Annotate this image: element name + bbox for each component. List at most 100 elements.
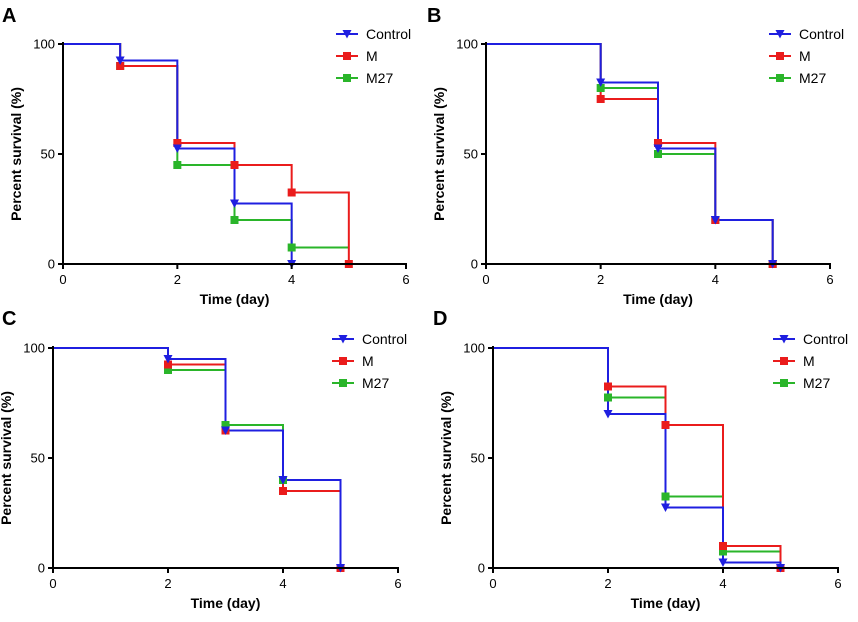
data-point-control	[603, 410, 613, 419]
data-point-control	[596, 78, 606, 87]
y-tick-label: 50	[31, 451, 45, 466]
legend-marker-m27	[780, 379, 788, 387]
data-point-m	[164, 360, 172, 369]
data-point-m	[661, 421, 670, 429]
series-line-m	[53, 347, 342, 568]
data-point-m27	[719, 547, 727, 556]
x-tick-label: 2	[174, 272, 181, 287]
x-tick-label: 4	[279, 576, 286, 591]
legend-label: M	[366, 48, 378, 64]
x-tick-label: 2	[604, 576, 611, 591]
series-line-m27	[493, 347, 782, 568]
legend-item-m: M	[773, 353, 815, 369]
legend-marker-control	[342, 30, 352, 39]
series-line-m27	[63, 43, 349, 249]
y-tick-label: 0	[478, 561, 485, 576]
x-tick-label: 0	[49, 576, 56, 591]
y-tick-label: 100	[463, 341, 485, 356]
y-axis-title: Percent survival (%)	[431, 87, 447, 221]
legend-label: M	[799, 48, 811, 64]
x-axis-title: Time (day)	[631, 595, 701, 611]
x-tick-label: 0	[59, 272, 66, 287]
x-tick-label: 4	[288, 272, 295, 287]
panel-label-a: A	[2, 5, 16, 27]
y-tick-label: 0	[471, 257, 478, 272]
data-point-control	[172, 144, 182, 153]
legend-item-m: M	[769, 48, 811, 64]
series-line-control	[493, 347, 782, 568]
legend: Control M M27	[336, 26, 411, 86]
data-point-m	[287, 188, 296, 197]
data-point-m	[279, 487, 287, 495]
data-point-control	[278, 476, 288, 485]
legend-item-control: Control	[332, 331, 407, 347]
data-point-m27	[661, 492, 670, 501]
data-point-control	[163, 355, 173, 364]
data-point-m27	[221, 421, 230, 429]
y-tick-label: 50	[464, 147, 478, 162]
legend-marker-control	[775, 30, 785, 39]
data-point-control	[653, 144, 663, 153]
legend-label: Control	[362, 331, 407, 347]
series-line-m27	[53, 347, 342, 568]
legend-label: M27	[366, 70, 393, 86]
legend: Control M M27	[769, 26, 844, 86]
data-point-m27	[287, 243, 296, 252]
x-tick-label: 6	[394, 576, 401, 591]
series-line-m	[63, 43, 350, 264]
legend-item-control: Control	[336, 26, 411, 42]
data-point-m27	[604, 393, 612, 402]
data-point-m27	[230, 216, 239, 224]
panel-a: A 0 2 4 6 0 50 100 Time (day) Percent survival (%…	[2, 5, 411, 307]
x-axis-title: Time (day)	[191, 595, 261, 611]
legend-marker-m	[776, 52, 784, 60]
legend-item-m27: M27	[769, 70, 826, 86]
data-point-control	[710, 216, 720, 225]
data-point-control	[115, 56, 125, 65]
x-tick-label: 6	[826, 272, 833, 287]
series-line-control	[486, 43, 774, 264]
data-point-control	[221, 426, 230, 435]
data-point-m27	[164, 366, 172, 374]
x-axis-title: Time (day)	[200, 291, 270, 307]
legend-label: M	[803, 353, 815, 369]
x-tick-label: 0	[489, 576, 496, 591]
legend-item-control: Control	[769, 26, 844, 42]
legend-label: M27	[803, 375, 830, 391]
x-axis-title: Time (day)	[623, 291, 693, 307]
x-tick-label: 6	[402, 272, 409, 287]
legend-label: Control	[799, 26, 844, 42]
legend-marker-control	[338, 335, 348, 344]
data-point-m	[604, 382, 612, 391]
legend-label: Control	[366, 26, 411, 42]
y-axis-title: Percent survival (%)	[8, 87, 24, 221]
y-tick-label: 100	[33, 37, 55, 52]
x-tick-label: 0	[482, 272, 489, 287]
legend-label: M	[362, 353, 374, 369]
data-point-m	[116, 62, 125, 70]
y-tick-label: 100	[23, 341, 45, 356]
legend-marker-m27	[343, 74, 351, 82]
legend-marker-m	[780, 357, 788, 365]
data-point-m	[230, 161, 239, 169]
legend-item-m: M	[336, 48, 378, 64]
y-axis-title: Percent survival (%)	[438, 391, 454, 525]
panel-d: D 0 2 4 6 0 50 100 Time (day) Percent survival (%…	[433, 308, 848, 611]
x-tick-label: 4	[719, 576, 726, 591]
y-tick-label: 50	[41, 147, 55, 162]
legend-marker-m	[343, 52, 351, 60]
legend-item-m: M	[332, 353, 374, 369]
legend-marker-control	[779, 335, 789, 344]
data-point-m27	[654, 150, 662, 158]
data-point-m	[719, 542, 727, 550]
panel-b: B 0 2 4 6 0 50 100 Time (day) Percent survival (%…	[427, 5, 844, 307]
x-tick-label: 4	[712, 272, 719, 287]
data-point-control	[718, 558, 728, 567]
x-tick-label: 2	[164, 576, 171, 591]
data-point-control	[230, 199, 239, 208]
legend-label: M27	[362, 375, 389, 391]
series-line-m	[486, 43, 774, 264]
panel-c: C 0 2 4 6 0 50 100 Time (day) Percent survival (%…	[0, 308, 407, 611]
series-line-control	[53, 347, 342, 568]
data-point-m27	[173, 161, 182, 169]
